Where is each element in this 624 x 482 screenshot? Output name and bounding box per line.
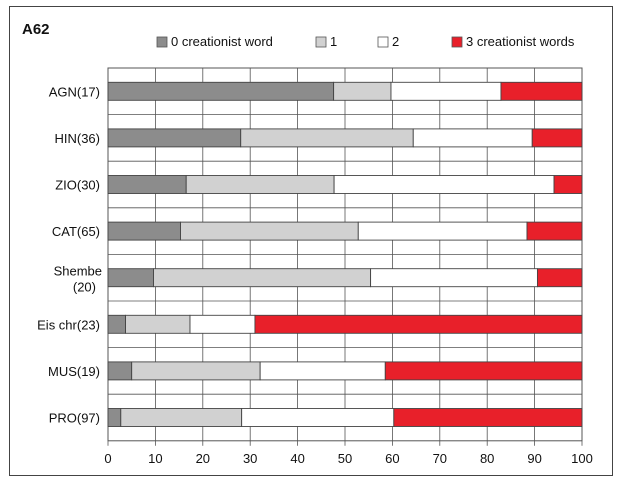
bar-segment — [254, 314, 583, 334]
x-tick-label: 70 — [433, 451, 447, 466]
legend-label: 3 creationist words — [466, 34, 575, 49]
x-tick-label: 0 — [104, 451, 111, 466]
x-tick-label: 50 — [338, 451, 352, 466]
x-tick-label: 40 — [290, 451, 304, 466]
legend-swatch — [315, 36, 327, 48]
bar-segment — [107, 314, 126, 334]
bar-segment — [393, 408, 583, 427]
bar-segment — [333, 81, 392, 101]
bar-segment — [107, 221, 181, 241]
stacked-bar-chart: A62 0 creationist word 1 2 3 creationist wor… — [22, 21, 593, 466]
category-label: Shembe (20) — [54, 264, 102, 295]
x-tick-label: 20 — [196, 451, 210, 466]
bar-segment — [125, 314, 191, 334]
bar-segment — [357, 221, 528, 241]
x-tick-label: 90 — [527, 451, 541, 466]
legend-swatch — [156, 36, 168, 48]
x-tick-label: 30 — [243, 451, 257, 466]
bar-segment — [189, 314, 256, 334]
bar-segment — [107, 128, 242, 148]
bar-segment — [531, 128, 583, 148]
category-label: PRO(97) — [49, 411, 100, 426]
bar-segment — [107, 175, 187, 194]
x-tick-label: 80 — [480, 451, 494, 466]
category-label: CAT(65) — [52, 224, 100, 239]
legend-swatch — [377, 36, 389, 48]
category-label: Eis chr(23) — [37, 317, 100, 332]
bar-segment — [185, 175, 335, 194]
category-label: MUS(19) — [48, 364, 100, 379]
legend-swatch — [451, 36, 463, 48]
bar-segment — [384, 361, 583, 381]
bar-segment — [131, 361, 261, 381]
bar-segment — [500, 81, 583, 101]
x-tick-label: 10 — [148, 451, 162, 466]
bar-segment — [259, 361, 386, 381]
bar-segment — [153, 268, 372, 288]
category-label: HIN(36) — [54, 131, 100, 146]
bar-segment — [107, 361, 133, 381]
bar-segment — [412, 128, 533, 148]
chart-frame: A62 0 creationist word 1 2 3 creationist wor… — [9, 6, 613, 476]
bar-segment — [333, 175, 555, 194]
bar-segment — [526, 221, 583, 241]
bar-segment — [240, 128, 414, 148]
bar-segment — [241, 408, 395, 427]
bar-segment — [107, 408, 122, 427]
category-label: AGN(17) — [49, 84, 100, 99]
legend-label: 1 — [330, 34, 337, 49]
x-tick-label: 100 — [571, 451, 593, 466]
x-tick-label: 60 — [385, 451, 399, 466]
bar-segment — [107, 268, 154, 288]
bar-segment — [536, 268, 583, 288]
bar-segment — [370, 268, 538, 288]
chart-title: A62 — [22, 21, 50, 38]
category-label: ZIO(30) — [55, 178, 100, 193]
bar-segment — [107, 81, 335, 101]
bar-segment — [120, 408, 243, 427]
bar-segment — [390, 81, 502, 101]
legend-label: 2 — [392, 34, 399, 49]
bar-segment — [553, 175, 583, 194]
bar-segment — [180, 221, 359, 241]
legend-label: 0 creationist word — [171, 34, 273, 49]
